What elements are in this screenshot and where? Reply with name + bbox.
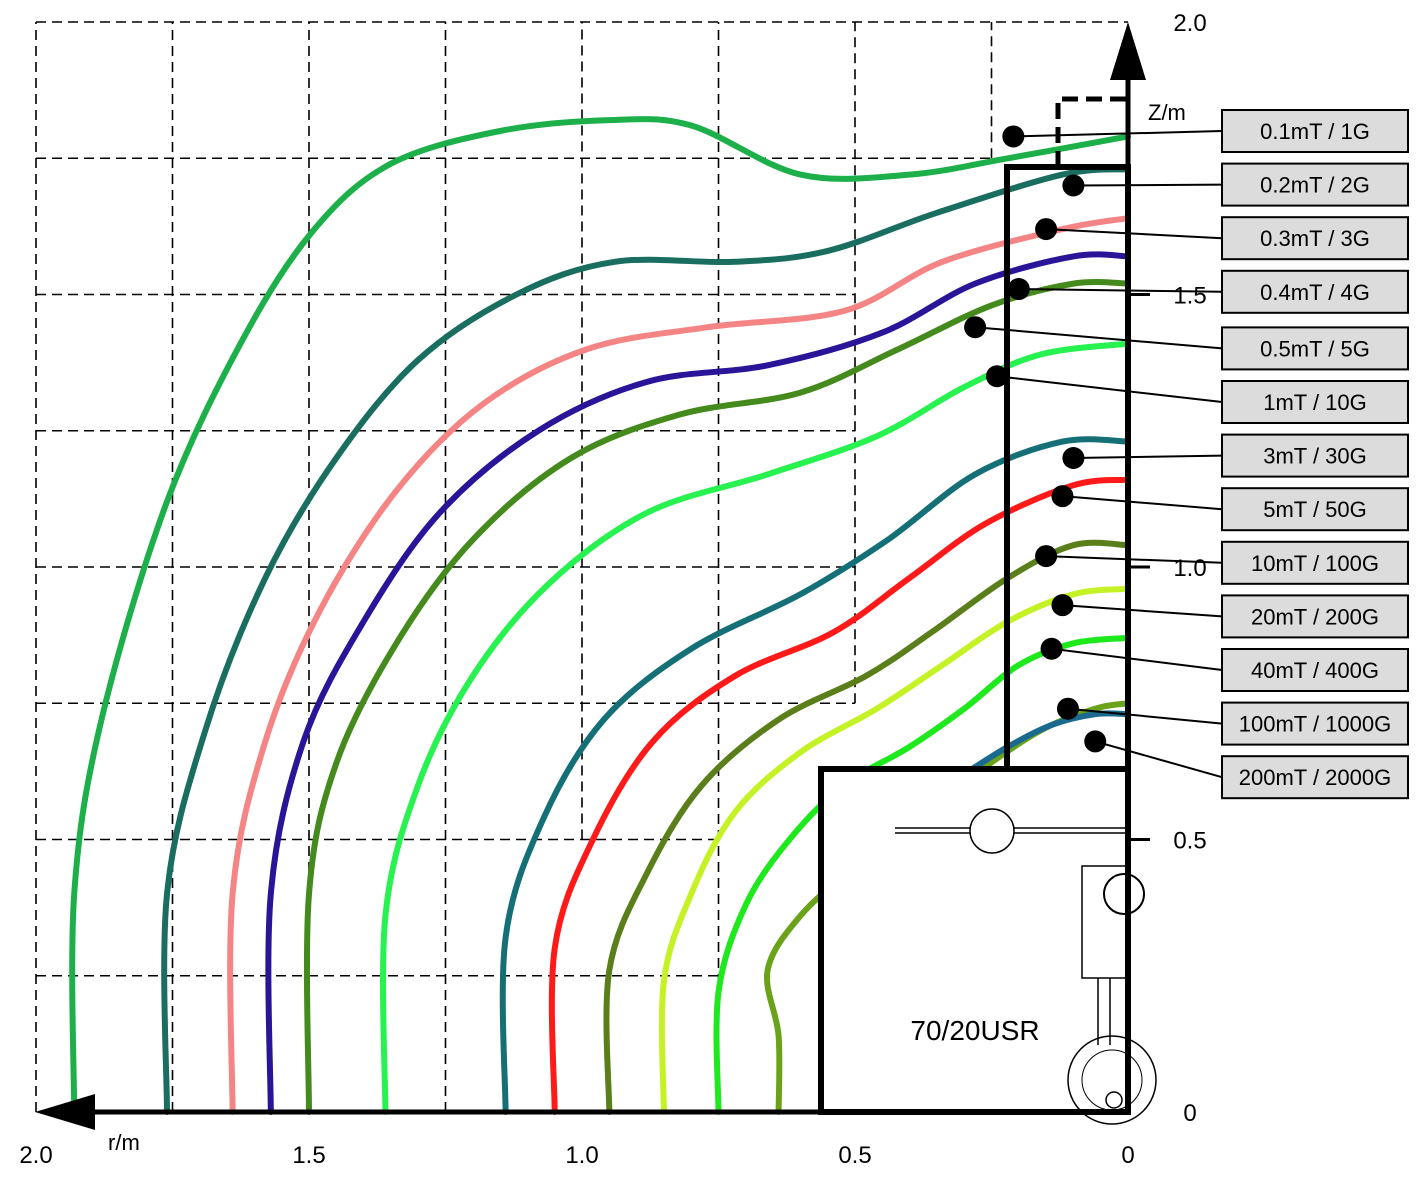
legend-marker (964, 316, 987, 339)
contour-8 (603, 539, 1131, 1115)
x-tick-label: 1.0 (565, 1142, 598, 1169)
leader-line (1051, 647, 1223, 671)
legend-box (1221, 755, 1409, 800)
legend-label: 5mT / 50G (1263, 497, 1367, 522)
legend-box (1221, 109, 1409, 153)
legend-marker (1040, 637, 1063, 660)
leader-line (1094, 740, 1223, 779)
legend-marker (1062, 447, 1085, 469)
contour-0 (69, 116, 1131, 1115)
y-axis-label: Z/m (1148, 100, 1186, 125)
leader-line (996, 375, 1223, 403)
legend-marker (1035, 218, 1058, 241)
magnet-wheel (1067, 1035, 1157, 1125)
legend-box (1221, 648, 1409, 692)
contour-9 (658, 585, 1131, 1115)
x-axis-arrow (35, 1094, 95, 1130)
magnet-panel-dial (1103, 873, 1145, 915)
leader-line (1073, 454, 1223, 459)
leader-line (1073, 183, 1223, 187)
legend-marker (1062, 174, 1085, 197)
leader-line (1013, 130, 1223, 138)
legend-box (1221, 701, 1409, 746)
legend-marker (1084, 730, 1107, 753)
leader-line (1018, 288, 1223, 293)
legend-label: 0.3mT / 3G (1260, 226, 1370, 251)
legend-label: 10mT / 100G (1251, 551, 1379, 576)
legend-box (1221, 216, 1409, 261)
legend-marker (1056, 697, 1079, 720)
legend-box (1221, 269, 1409, 314)
leader-line (975, 326, 1223, 350)
y-tick-label: 1.5 (1173, 283, 1206, 310)
legend-box (1221, 380, 1409, 424)
legend-marker (1051, 594, 1074, 617)
x-axis-label: r/m (108, 1130, 140, 1155)
legend-label: 0.4mT / 4G (1260, 280, 1370, 305)
legend-box (1221, 162, 1409, 207)
contour-1 (161, 166, 1131, 1115)
x-tick-label: 0.5 (838, 1142, 871, 1169)
contour-5 (380, 340, 1131, 1115)
magnet-knob (969, 808, 1015, 854)
legend-box (1221, 326, 1409, 371)
legend-marker (1007, 278, 1030, 301)
legend-label: 3mT / 30G (1263, 444, 1367, 469)
y-tick-label: 1.0 (1173, 555, 1206, 582)
legend-label: 100mT / 1000G (1239, 712, 1391, 737)
y-tick-label: 0.5 (1173, 828, 1206, 855)
contour-6 (499, 436, 1131, 1115)
magnet-label: 70/20USR (910, 1015, 1039, 1046)
contour-2 (227, 215, 1131, 1115)
legend: 0.1mT / 1G 0.2mT / 2G 0.3mT / 3G 0.4mT / 4G… (1221, 109, 1409, 800)
axis-ticks: 2.0 1.5 1.0 0.5 0 0 0.5 1.0 1.5 2.0 (19, 10, 1206, 1169)
magnet-wheel-hub (1105, 1091, 1123, 1109)
legend-markers (964, 125, 1107, 753)
x-tick-label: 0 (1121, 1142, 1134, 1169)
legend-marker (1002, 125, 1025, 148)
leader-line (1046, 555, 1223, 564)
legend-label: 0.1mT / 1G (1260, 119, 1370, 144)
legend-box (1221, 433, 1409, 478)
legend-marker (985, 365, 1008, 388)
legend-marker (1035, 545, 1058, 568)
contour-4 (303, 279, 1131, 1115)
leader-line (1062, 495, 1223, 511)
legend-marker (1051, 485, 1074, 508)
x-tick-label: 2.0 (19, 1142, 52, 1169)
legend-label: 40mT / 400G (1251, 658, 1379, 683)
y-axis-arrow (1110, 22, 1146, 80)
legend-label: 20mT / 200G (1251, 604, 1379, 629)
x-tick-label: 1.5 (292, 1142, 325, 1169)
leader-line (1046, 228, 1223, 240)
axes: r/m Z/m (35, 22, 1186, 1155)
y-tick-label: 2.0 (1173, 10, 1206, 37)
leader-line (1067, 707, 1223, 725)
legend-box (1221, 540, 1409, 585)
legend-box (1221, 487, 1409, 532)
legend-label: 0.2mT / 2G (1260, 173, 1370, 198)
legend-box (1221, 594, 1409, 639)
legend-label: 0.5mT / 5G (1260, 336, 1370, 361)
leader-line (1062, 604, 1223, 618)
y-tick-label: 0 (1183, 1100, 1196, 1127)
contour-3 (265, 251, 1131, 1115)
legend-label: 1mT / 10G (1263, 390, 1367, 415)
legend-label: 200mT / 2000G (1239, 765, 1391, 790)
field-contours (69, 116, 1131, 1115)
legend-leader-lines (975, 130, 1223, 779)
